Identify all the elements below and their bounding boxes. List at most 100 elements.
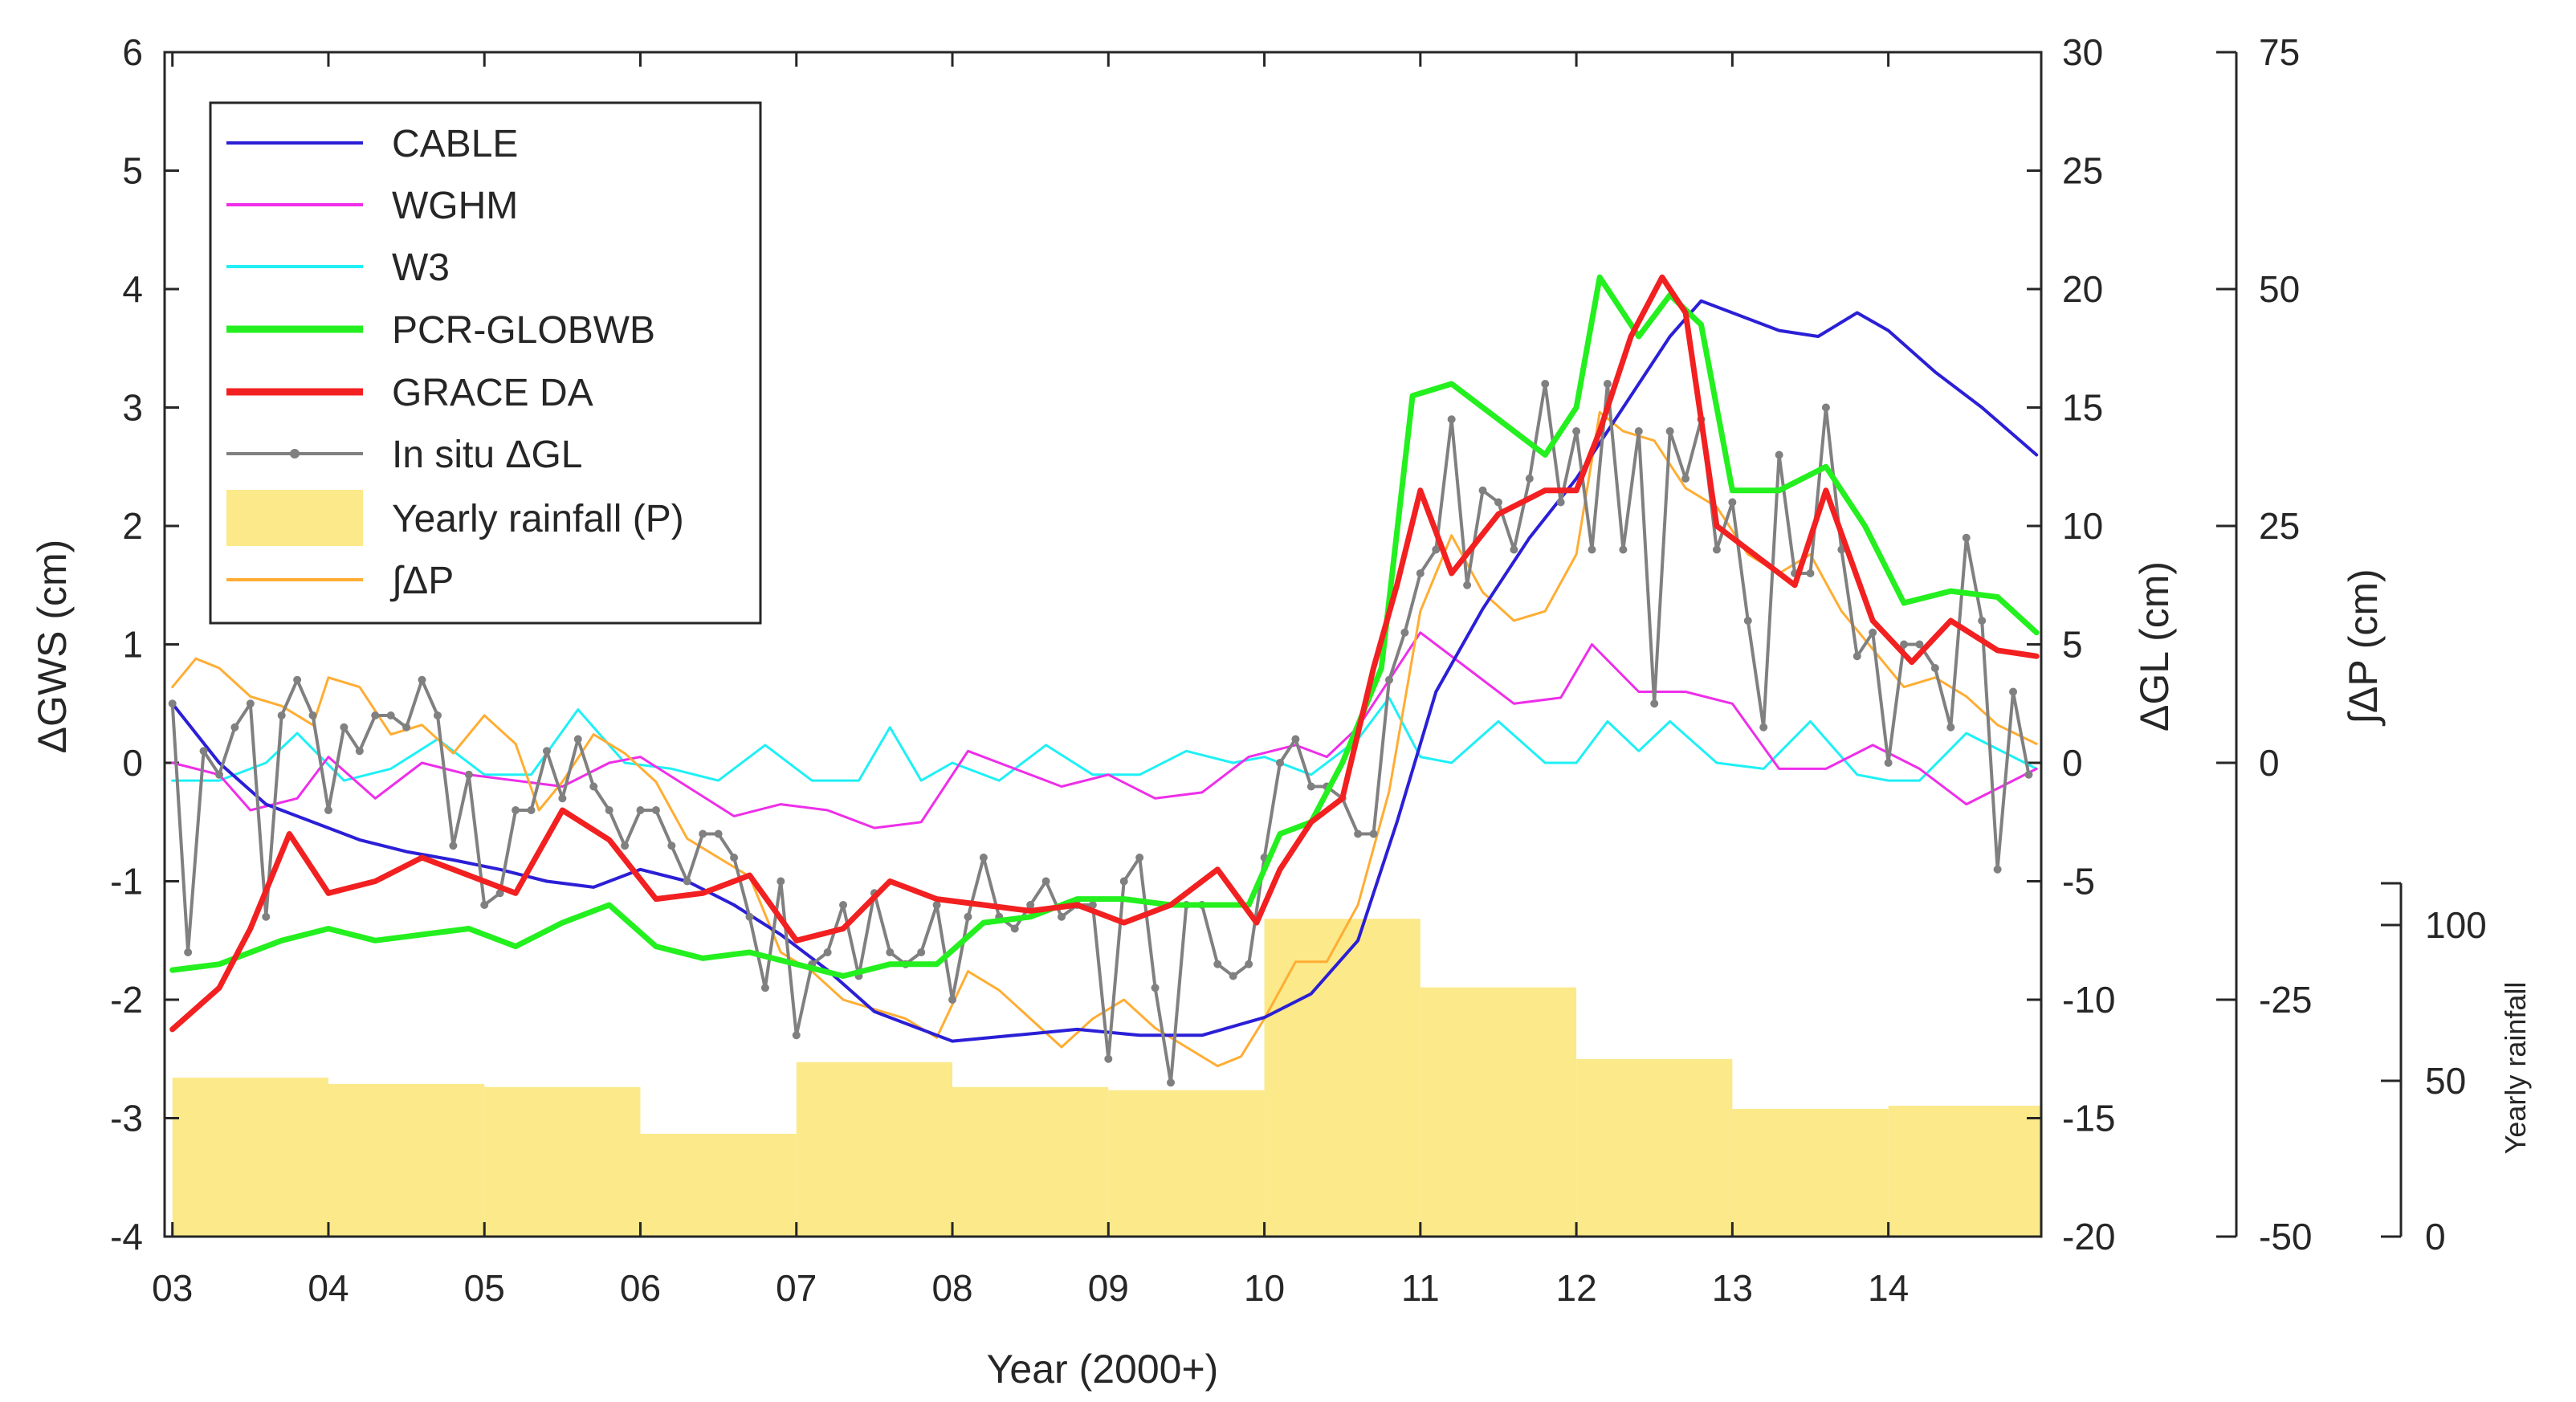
gl-point bbox=[1229, 972, 1237, 980]
gl-point bbox=[651, 806, 660, 814]
x-tick-label: 10 bbox=[1244, 1267, 1285, 1309]
gl-point bbox=[464, 770, 473, 779]
y-tick-label-rain: 100 bbox=[2425, 904, 2487, 946]
gl-point bbox=[542, 747, 551, 756]
series-line-w3 bbox=[171, 696, 2038, 782]
series-line-cable bbox=[170, 299, 2039, 1043]
gl-point bbox=[449, 842, 458, 850]
gl-point bbox=[917, 948, 926, 956]
gl-point bbox=[2024, 770, 2033, 779]
y-tick-label-gl: 0 bbox=[2062, 742, 2083, 784]
y-tick-label-gl: 15 bbox=[2062, 387, 2103, 429]
rainfall-bar-2007 bbox=[796, 1062, 953, 1237]
gl-point bbox=[2009, 687, 2018, 696]
gl-point bbox=[1915, 640, 1924, 649]
gl-point bbox=[948, 996, 957, 1004]
gl-point bbox=[1650, 699, 1659, 708]
legend-label: Yearly rainfall (P) bbox=[392, 498, 684, 540]
gl-point bbox=[184, 948, 193, 956]
legend-label: PCR-GLOBWB bbox=[392, 309, 655, 352]
gl-point bbox=[1369, 829, 1378, 838]
gl-point bbox=[1245, 960, 1253, 968]
gl-point bbox=[605, 806, 613, 814]
y-tick-label-p: -50 bbox=[2259, 1216, 2312, 1257]
gl-point bbox=[262, 912, 271, 921]
y-tick-label-gl: -20 bbox=[2062, 1216, 2115, 1257]
y-tick-label-gl: 10 bbox=[2062, 505, 2103, 547]
series-line-wghm bbox=[171, 631, 2038, 829]
x-tick-label: 04 bbox=[308, 1267, 348, 1309]
gl-point bbox=[495, 889, 504, 898]
y-tick-label-p: 25 bbox=[2259, 505, 2300, 547]
rainfall-bar-2009 bbox=[1108, 1090, 1265, 1237]
gl-point bbox=[1104, 1054, 1113, 1063]
x-tick-label: 13 bbox=[1712, 1267, 1753, 1309]
y-tick-label-gws: 5 bbox=[122, 150, 143, 192]
gl-point bbox=[1946, 723, 1955, 732]
gl-point bbox=[886, 948, 895, 956]
gl-point bbox=[1900, 640, 1909, 649]
gl-point bbox=[1821, 403, 1830, 412]
y-tick-label-gl: -5 bbox=[2062, 861, 2095, 903]
gl-point bbox=[386, 711, 395, 719]
legend-entry: PCR-GLOBWB bbox=[226, 309, 655, 352]
x-tick-label: 12 bbox=[1556, 1267, 1597, 1309]
legend-entry: In situ ΔGL bbox=[226, 434, 583, 476]
gl-point bbox=[1213, 960, 1222, 968]
rainfall-bar-2012 bbox=[1576, 1058, 1733, 1237]
legend: CABLE WGHM W3 PCR-GLOBWB GRACE DA In situ ΔGL… bbox=[209, 101, 762, 625]
gl-point bbox=[932, 901, 941, 909]
gl-point bbox=[1088, 901, 1097, 909]
gl-point bbox=[1884, 759, 1893, 767]
gl-point bbox=[714, 829, 723, 838]
gl-point bbox=[745, 912, 754, 921]
y-tick-label-gws: 0 bbox=[122, 742, 143, 784]
rainfall-bar-2008 bbox=[952, 1086, 1109, 1237]
gl-point bbox=[1291, 735, 1300, 744]
series-line-p bbox=[171, 410, 2038, 1068]
gl-point bbox=[1869, 628, 1877, 637]
x-tick-label: 06 bbox=[620, 1267, 661, 1309]
y-tick-label-p: 50 bbox=[2259, 268, 2300, 310]
gl-point bbox=[792, 1031, 801, 1040]
gl-point bbox=[730, 854, 739, 862]
legend-swatch-marker bbox=[290, 449, 300, 459]
y-axis-label-gws: ΔGWS (cm) bbox=[30, 540, 75, 754]
gl-point bbox=[199, 747, 208, 756]
legend-label: GRACE DA bbox=[392, 372, 593, 414]
gl-point bbox=[1354, 829, 1363, 838]
gl-point bbox=[355, 747, 364, 756]
gl-point bbox=[402, 723, 411, 732]
x-tick-label: 07 bbox=[776, 1267, 817, 1309]
series-layer bbox=[168, 274, 2040, 1087]
gl-point bbox=[699, 829, 707, 838]
gl-point bbox=[1681, 475, 1690, 483]
gl-point bbox=[1588, 545, 1596, 554]
gl-point bbox=[277, 711, 286, 719]
y-tick-label-rain: 50 bbox=[2425, 1060, 2466, 1102]
gl-point bbox=[246, 699, 255, 708]
rainfall-bar-2014 bbox=[1888, 1106, 2041, 1237]
legend-entry: CABLE bbox=[226, 123, 518, 165]
gl-point bbox=[1384, 675, 1393, 684]
gl-point bbox=[1759, 723, 1768, 732]
gl-point bbox=[1962, 533, 1971, 542]
y-tick-label-gws: 6 bbox=[122, 31, 143, 73]
gl-point bbox=[776, 877, 785, 886]
gl-point bbox=[308, 711, 317, 719]
gl-point bbox=[667, 842, 676, 850]
gl-point bbox=[340, 723, 348, 732]
y-tick-label-p: 75 bbox=[2259, 31, 2300, 73]
gl-point bbox=[1275, 759, 1284, 767]
gl-point bbox=[1525, 475, 1534, 483]
gl-point bbox=[823, 948, 832, 956]
series-line-grace-da bbox=[169, 274, 2040, 1033]
x-tick-label: 08 bbox=[931, 1267, 972, 1309]
gl-point bbox=[589, 782, 598, 791]
y-axis-label-rain: Yearly rainfall bbox=[2499, 982, 2532, 1155]
gl-point bbox=[1993, 865, 2002, 874]
rainfall-bar-2004 bbox=[328, 1083, 485, 1237]
gl-point bbox=[480, 901, 489, 909]
gl-point bbox=[1167, 1078, 1176, 1087]
